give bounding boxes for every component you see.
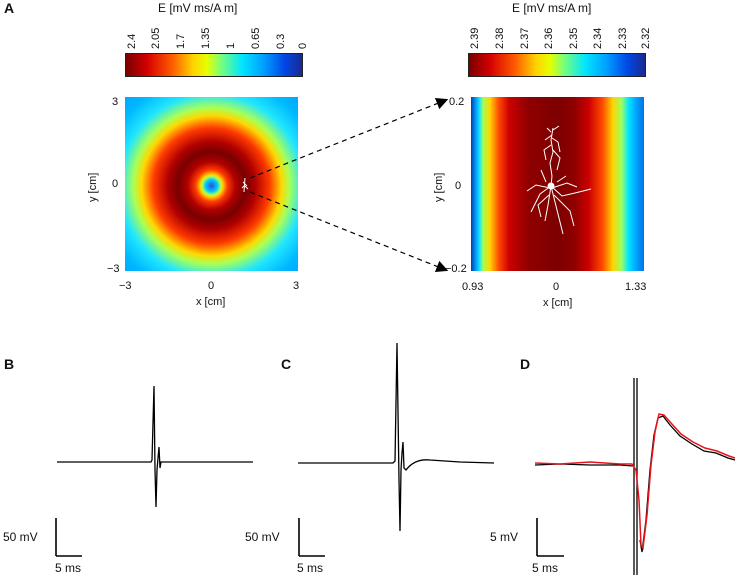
colorbar-left-title: E [mV ms/A m] — [158, 1, 238, 15]
map-left-ytick: 3 — [112, 96, 119, 108]
map-left-xtick: 0 — [208, 280, 215, 292]
map-right-ytick: 0.2 — [449, 96, 465, 108]
field-map-full — [125, 97, 298, 271]
neuron-morphology-icon — [526, 125, 592, 235]
trace-d-red — [534, 413, 736, 551]
neuron-small-icon — [241, 177, 249, 193]
colorbar-left — [125, 53, 303, 77]
colorbar-right-title: E [mV ms/A m] — [512, 1, 592, 15]
scalebar-d-time: 5 ms — [532, 561, 559, 575]
map-left-ytick: −3 — [107, 263, 120, 275]
scalebar-b — [55, 518, 82, 557]
panel-label-b: B — [4, 356, 15, 372]
scalebar-c-time: 5 ms — [297, 561, 324, 575]
panel-label-d: D — [520, 356, 531, 372]
map-right-xtick: 1.33 — [625, 281, 647, 293]
scalebar-d-voltage: 5 mV — [490, 530, 519, 544]
scalebar-b-time: 5 ms — [55, 561, 82, 575]
panel-label-a: A — [4, 0, 15, 16]
map-right-ytick: 0 — [455, 180, 462, 192]
scalebar-b-voltage: 50 mV — [3, 530, 38, 544]
field-map-zoom — [471, 97, 644, 271]
map-left-xtick: 3 — [293, 280, 300, 292]
colorbar-right — [468, 53, 646, 77]
map-right-ytick: −0.2 — [445, 263, 467, 275]
trace-d-black — [534, 378, 736, 575]
map-right-xtick: 0 — [553, 281, 560, 293]
scalebar-c — [298, 518, 325, 557]
trace-c — [298, 342, 495, 532]
map-right-xlabel: x [cm] — [543, 297, 573, 309]
scalebar-d — [536, 518, 564, 557]
map-left-xlabel: x [cm] — [196, 296, 226, 308]
scalebar-c-voltage: 50 mV — [245, 530, 280, 544]
map-left-ytick: 0 — [112, 178, 119, 190]
map-left-xtick: −3 — [119, 280, 132, 292]
map-right-xtick: 0.93 — [462, 281, 484, 293]
zoom-arrows — [249, 97, 449, 273]
trace-b — [57, 385, 253, 508]
panel-label-c: C — [281, 356, 292, 372]
